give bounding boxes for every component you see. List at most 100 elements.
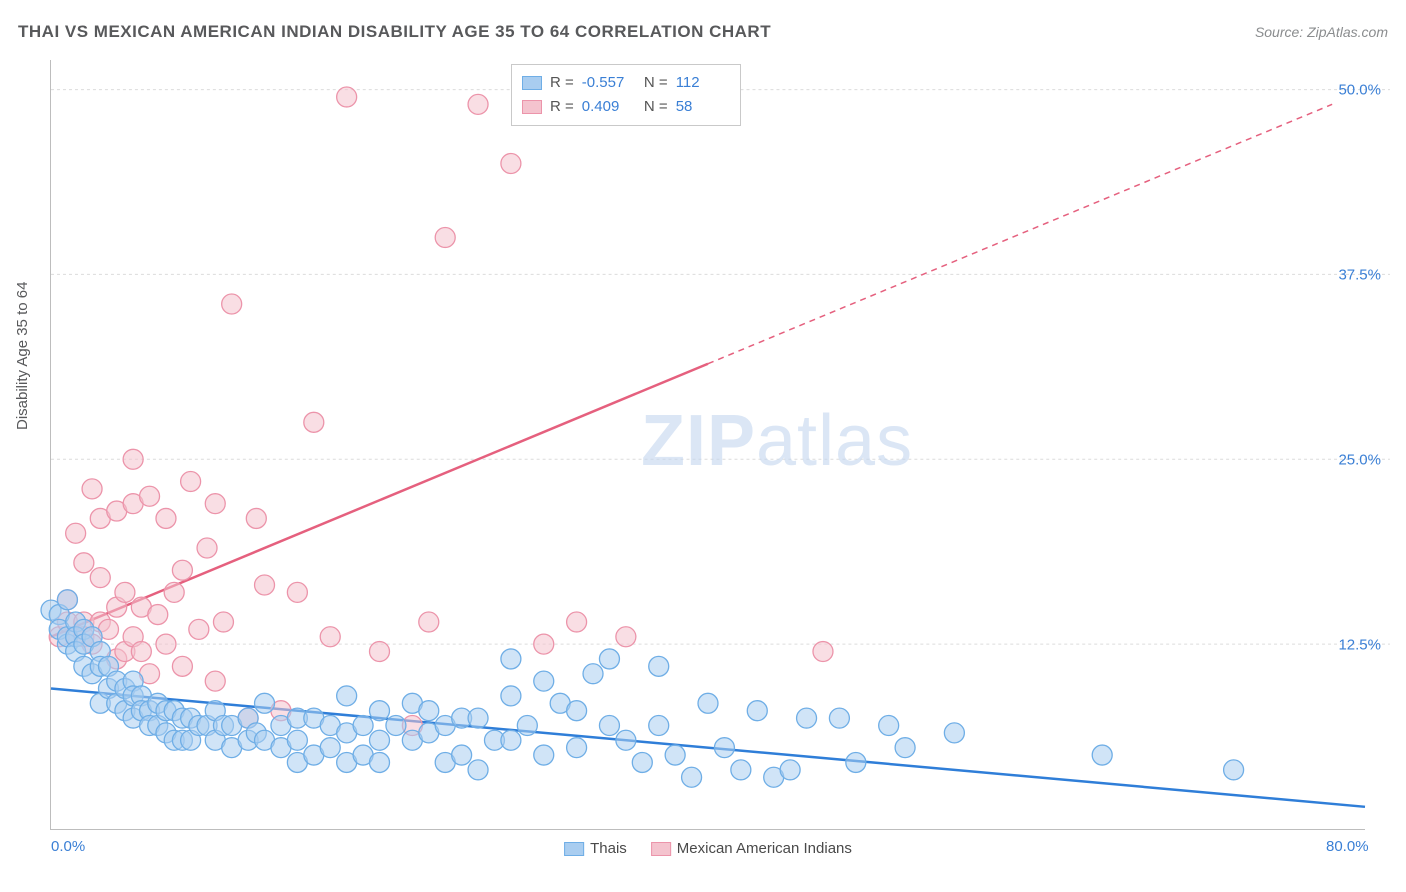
thai-r: -0.557 bbox=[582, 71, 632, 95]
data-point bbox=[181, 471, 201, 491]
data-point bbox=[287, 730, 307, 750]
data-point bbox=[452, 745, 472, 765]
data-point bbox=[567, 738, 587, 758]
data-point bbox=[164, 582, 184, 602]
ytick-label: 50.0% bbox=[1338, 81, 1385, 98]
data-point bbox=[337, 87, 357, 107]
swatch-thai-icon bbox=[564, 842, 584, 856]
scatter-svg bbox=[51, 60, 1365, 829]
data-point bbox=[599, 649, 619, 669]
data-point bbox=[747, 701, 767, 721]
data-point bbox=[222, 294, 242, 314]
data-point bbox=[370, 642, 390, 662]
legend-label-thai: Thais bbox=[590, 840, 627, 857]
data-point bbox=[90, 568, 110, 588]
xtick-label: 80.0% bbox=[1326, 838, 1369, 855]
xtick-label: 0.0% bbox=[51, 838, 85, 855]
data-point bbox=[534, 745, 554, 765]
data-point bbox=[66, 523, 86, 543]
data-point bbox=[287, 582, 307, 602]
data-point bbox=[468, 708, 488, 728]
data-point bbox=[829, 708, 849, 728]
data-point bbox=[189, 619, 209, 639]
stats-row-mex: R =0.409 N =58 bbox=[522, 95, 726, 119]
data-point bbox=[534, 634, 554, 654]
chart-title: THAI VS MEXICAN AMERICAN INDIAN DISABILI… bbox=[18, 22, 771, 42]
data-point bbox=[255, 693, 275, 713]
data-point bbox=[148, 605, 168, 625]
data-point bbox=[156, 634, 176, 654]
stats-row-thai: R =-0.557 N =112 bbox=[522, 71, 726, 95]
data-point bbox=[304, 412, 324, 432]
data-point bbox=[846, 752, 866, 772]
data-point bbox=[468, 760, 488, 780]
data-point bbox=[501, 730, 521, 750]
data-point bbox=[57, 590, 77, 610]
thai-n: 112 bbox=[676, 71, 726, 95]
swatch-thai bbox=[522, 76, 542, 90]
data-point bbox=[534, 671, 554, 691]
data-point bbox=[517, 715, 537, 735]
data-point bbox=[386, 715, 406, 735]
y-axis-label: Disability Age 35 to 64 bbox=[14, 282, 31, 430]
swatch-mex-icon bbox=[651, 842, 671, 856]
data-point bbox=[649, 656, 669, 676]
data-point bbox=[813, 642, 833, 662]
data-point bbox=[435, 227, 455, 247]
data-point bbox=[370, 752, 390, 772]
trend-line-extrapolated bbox=[708, 104, 1332, 363]
stats-legend-box: R =-0.557 N =112 R =0.409 N =58 bbox=[511, 64, 741, 126]
data-point bbox=[682, 767, 702, 787]
data-point bbox=[320, 738, 340, 758]
data-point bbox=[780, 760, 800, 780]
bottom-legend: Thais Mexican American Indians bbox=[564, 840, 852, 857]
data-point bbox=[115, 582, 135, 602]
data-point bbox=[197, 538, 217, 558]
data-point bbox=[879, 715, 899, 735]
data-point bbox=[501, 686, 521, 706]
data-point bbox=[583, 664, 603, 684]
data-point bbox=[82, 479, 102, 499]
data-point bbox=[632, 752, 652, 772]
legend-label-mex: Mexican American Indians bbox=[677, 840, 852, 857]
data-point bbox=[172, 656, 192, 676]
data-point bbox=[205, 671, 225, 691]
data-point bbox=[213, 612, 233, 632]
plot-area: ZIPatlas R =-0.557 N =112 R =0.409 N =58… bbox=[50, 60, 1365, 830]
data-point bbox=[501, 154, 521, 174]
data-point bbox=[370, 701, 390, 721]
data-point bbox=[944, 723, 964, 743]
data-point bbox=[419, 612, 439, 632]
data-point bbox=[370, 730, 390, 750]
data-point bbox=[320, 627, 340, 647]
data-point bbox=[1224, 760, 1244, 780]
mex-r: 0.409 bbox=[582, 95, 632, 119]
data-point bbox=[172, 560, 192, 580]
legend-item-mex: Mexican American Indians bbox=[651, 840, 852, 857]
data-point bbox=[337, 686, 357, 706]
data-point bbox=[698, 693, 718, 713]
ytick-label: 12.5% bbox=[1338, 636, 1385, 653]
data-point bbox=[714, 738, 734, 758]
data-point bbox=[895, 738, 915, 758]
data-point bbox=[616, 730, 636, 750]
swatch-mex bbox=[522, 100, 542, 114]
data-point bbox=[255, 575, 275, 595]
data-point bbox=[205, 494, 225, 514]
data-point bbox=[797, 708, 817, 728]
data-point bbox=[616, 627, 636, 647]
data-point bbox=[123, 449, 143, 469]
data-point bbox=[1092, 745, 1112, 765]
data-point bbox=[468, 94, 488, 114]
ytick-label: 25.0% bbox=[1338, 451, 1385, 468]
data-point bbox=[599, 715, 619, 735]
data-point bbox=[353, 715, 373, 735]
data-point bbox=[567, 612, 587, 632]
data-point bbox=[567, 701, 587, 721]
data-point bbox=[156, 508, 176, 528]
data-point bbox=[649, 715, 669, 735]
data-point bbox=[246, 508, 266, 528]
mex-n: 58 bbox=[676, 95, 726, 119]
data-point bbox=[74, 553, 94, 573]
data-point bbox=[501, 649, 521, 669]
